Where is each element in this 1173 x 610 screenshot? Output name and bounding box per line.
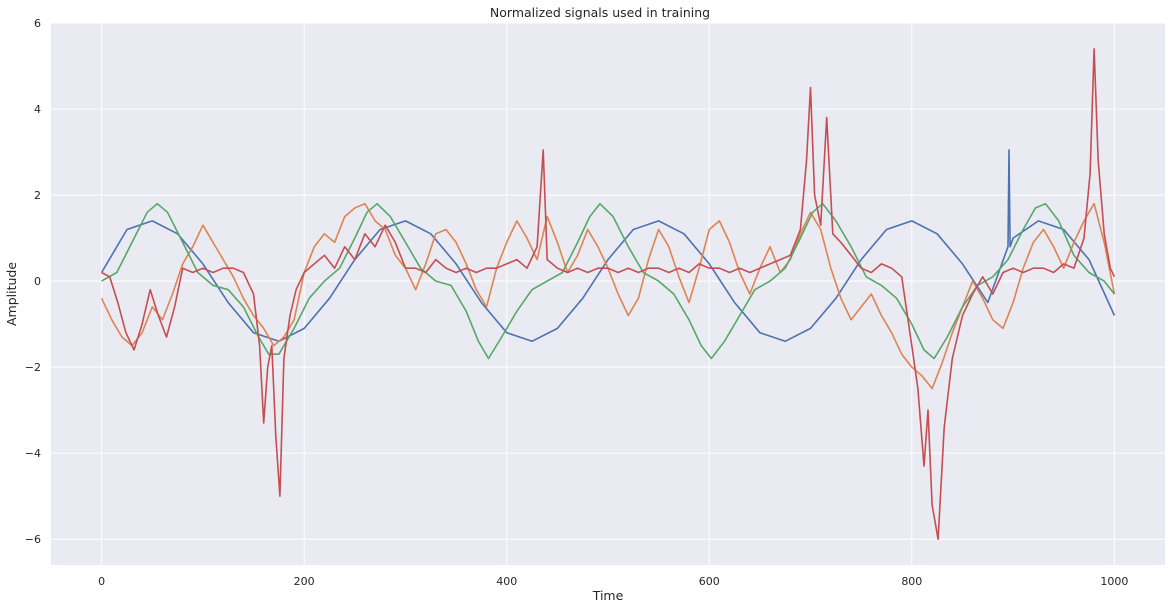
chart-title: Normalized signals used in training (490, 5, 710, 20)
x-axis-label: Time (592, 588, 624, 603)
plot-area (51, 23, 1165, 565)
series-line-4 (101, 47, 1116, 541)
x-tick-labels: 0 200 400 600 800 1000 (98, 575, 1128, 588)
x-tick-label: 800 (901, 575, 922, 588)
x-tick-label: 1000 (1100, 575, 1128, 588)
x-tick-label: 600 (699, 575, 720, 588)
x-tick-label: 200 (294, 575, 315, 588)
y-axis-label: Amplitude (4, 262, 19, 326)
series-line-1 (100, 149, 1116, 343)
x-tick-label: 0 (98, 575, 105, 588)
series-lines (100, 47, 1116, 541)
y-tick-label: −4 (25, 447, 41, 460)
y-tick-label: 0 (34, 275, 41, 288)
y-tick-labels: −6 −4 −2 0 2 4 6 (25, 17, 41, 546)
y-tick-label: 2 (34, 189, 41, 202)
y-tick-label: 6 (34, 17, 41, 30)
y-tick-label: 4 (34, 103, 41, 116)
y-tick-label: −6 (25, 533, 41, 546)
x-tick-label: 400 (496, 575, 517, 588)
y-tick-label: −2 (25, 361, 41, 374)
